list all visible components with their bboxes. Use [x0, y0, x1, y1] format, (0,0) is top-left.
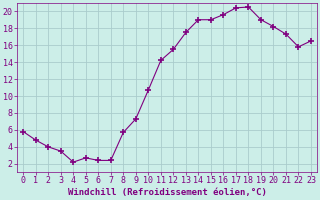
X-axis label: Windchill (Refroidissement éolien,°C): Windchill (Refroidissement éolien,°C) — [68, 188, 267, 197]
